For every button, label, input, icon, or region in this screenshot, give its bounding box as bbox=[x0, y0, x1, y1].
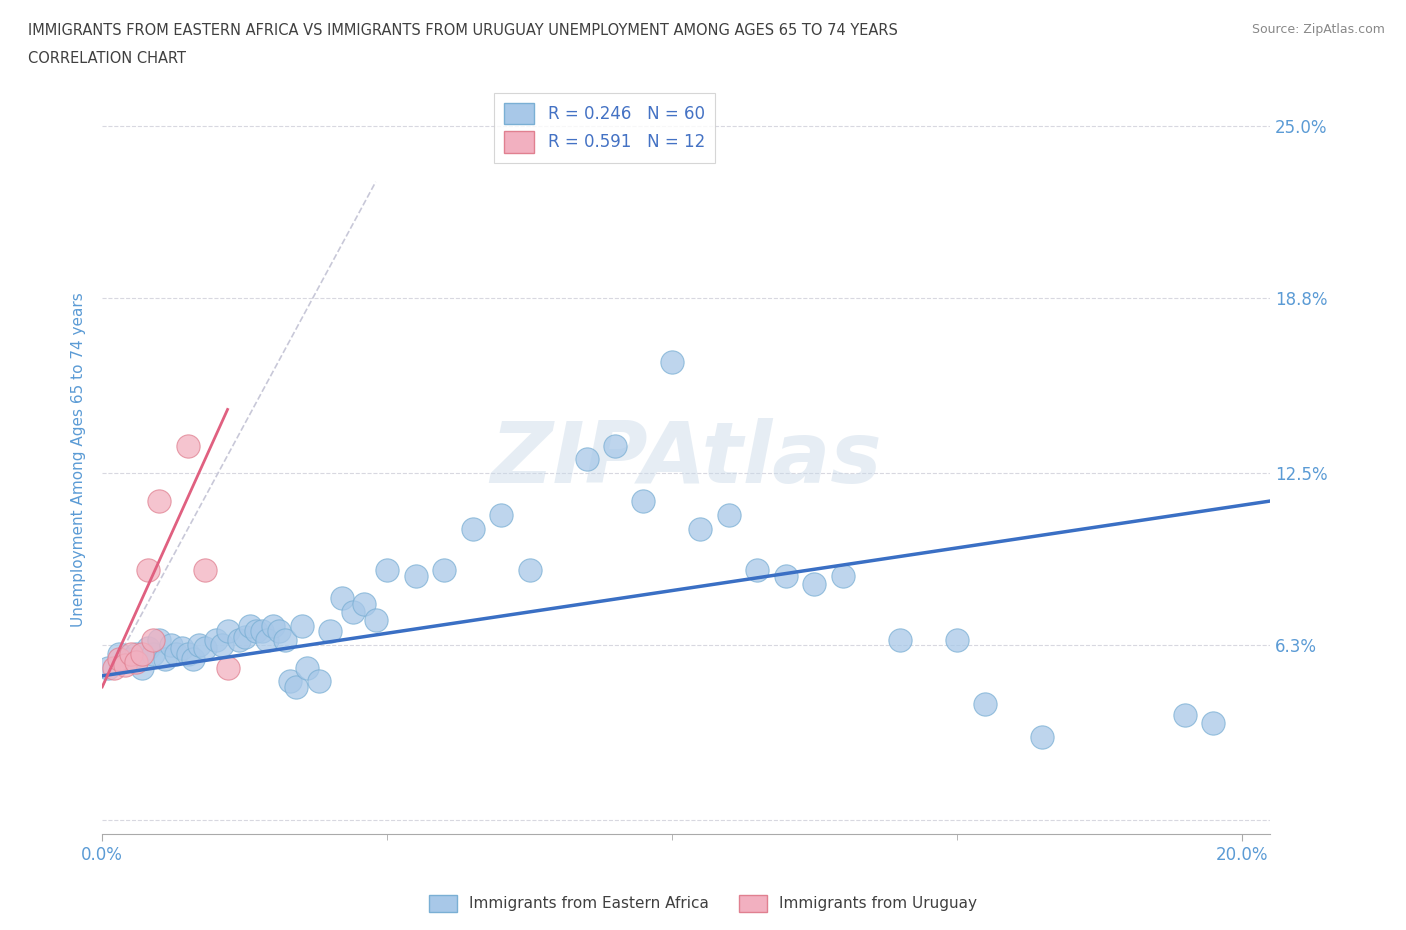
Point bbox=[262, 618, 284, 633]
Point bbox=[250, 624, 273, 639]
Y-axis label: Unemployment Among Ages 65 to 74 years: Unemployment Among Ages 65 to 74 years bbox=[72, 292, 86, 627]
Point bbox=[120, 652, 142, 667]
Point bbox=[633, 494, 655, 509]
Point bbox=[775, 568, 797, 583]
Point bbox=[217, 660, 239, 675]
Point bbox=[142, 632, 165, 647]
Legend: Immigrants from Eastern Africa, Immigrants from Uruguay: Immigrants from Eastern Africa, Immigran… bbox=[423, 889, 983, 918]
Point bbox=[832, 568, 855, 583]
Point bbox=[603, 438, 626, 453]
Point bbox=[267, 624, 290, 639]
Point bbox=[405, 568, 427, 583]
Point bbox=[461, 522, 484, 537]
Point bbox=[284, 680, 307, 695]
Point bbox=[142, 646, 165, 661]
Text: CORRELATION CHART: CORRELATION CHART bbox=[28, 51, 186, 66]
Point bbox=[131, 660, 153, 675]
Point bbox=[689, 522, 711, 537]
Point bbox=[205, 632, 228, 647]
Point bbox=[108, 646, 131, 661]
Point bbox=[194, 563, 217, 578]
Text: Source: ZipAtlas.com: Source: ZipAtlas.com bbox=[1251, 23, 1385, 36]
Point bbox=[1031, 729, 1053, 744]
Point bbox=[131, 646, 153, 661]
Point bbox=[256, 632, 278, 647]
Point bbox=[974, 697, 997, 711]
Point bbox=[125, 655, 148, 670]
Point bbox=[297, 660, 319, 675]
Point bbox=[194, 641, 217, 656]
Point bbox=[114, 658, 136, 672]
Point bbox=[661, 355, 683, 370]
Point bbox=[375, 563, 398, 578]
Point bbox=[188, 638, 211, 653]
Point bbox=[433, 563, 456, 578]
Point bbox=[176, 438, 198, 453]
Point bbox=[946, 632, 969, 647]
Point bbox=[489, 508, 512, 523]
Point bbox=[159, 638, 181, 653]
Point bbox=[364, 613, 387, 628]
Point bbox=[330, 591, 353, 605]
Point bbox=[1202, 715, 1225, 730]
Point bbox=[239, 618, 262, 633]
Text: IMMIGRANTS FROM EASTERN AFRICA VS IMMIGRANTS FROM URUGUAY UNEMPLOYMENT AMONG AGE: IMMIGRANTS FROM EASTERN AFRICA VS IMMIGR… bbox=[28, 23, 898, 38]
Point bbox=[273, 632, 295, 647]
Point bbox=[803, 577, 825, 591]
Point bbox=[308, 674, 330, 689]
Legend: R = 0.246   N = 60, R = 0.591   N = 12: R = 0.246 N = 60, R = 0.591 N = 12 bbox=[494, 93, 714, 163]
Point bbox=[148, 494, 170, 509]
Point bbox=[183, 652, 205, 667]
Text: ZIPAtlas: ZIPAtlas bbox=[491, 418, 882, 501]
Point bbox=[278, 674, 301, 689]
Point bbox=[136, 563, 159, 578]
Point bbox=[97, 660, 120, 675]
Point bbox=[228, 632, 250, 647]
Point bbox=[108, 652, 131, 667]
Point bbox=[519, 563, 541, 578]
Point bbox=[170, 641, 193, 656]
Point bbox=[291, 618, 314, 633]
Point bbox=[245, 624, 267, 639]
Point bbox=[176, 646, 198, 661]
Point bbox=[342, 604, 364, 619]
Point bbox=[211, 638, 233, 653]
Point bbox=[217, 624, 239, 639]
Point bbox=[575, 452, 598, 467]
Point bbox=[153, 652, 176, 667]
Point bbox=[120, 646, 142, 661]
Point bbox=[125, 646, 148, 661]
Point bbox=[136, 641, 159, 656]
Point bbox=[889, 632, 911, 647]
Point bbox=[148, 632, 170, 647]
Point bbox=[319, 624, 342, 639]
Point bbox=[717, 508, 740, 523]
Point bbox=[233, 630, 256, 644]
Point bbox=[353, 596, 375, 611]
Point bbox=[747, 563, 769, 578]
Point bbox=[165, 646, 187, 661]
Point bbox=[1174, 708, 1197, 723]
Point bbox=[103, 660, 125, 675]
